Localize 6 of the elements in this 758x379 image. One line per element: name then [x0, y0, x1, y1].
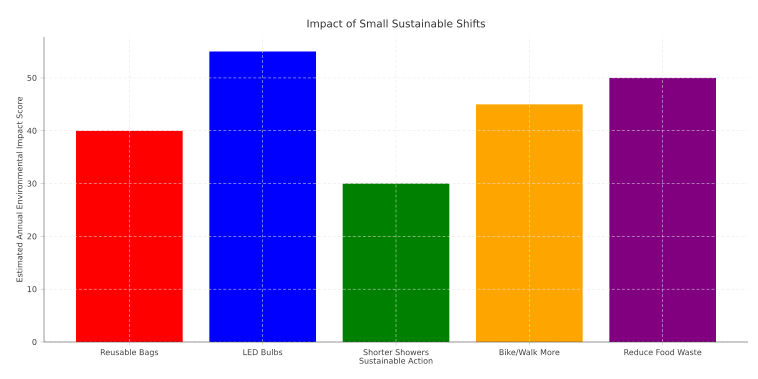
chart-title: Impact of Small Sustainable Shifts [308, 19, 486, 30]
bar [209, 52, 316, 342]
bar [76, 130, 183, 342]
bar [609, 78, 716, 342]
bar [342, 184, 450, 342]
bar [476, 104, 583, 342]
